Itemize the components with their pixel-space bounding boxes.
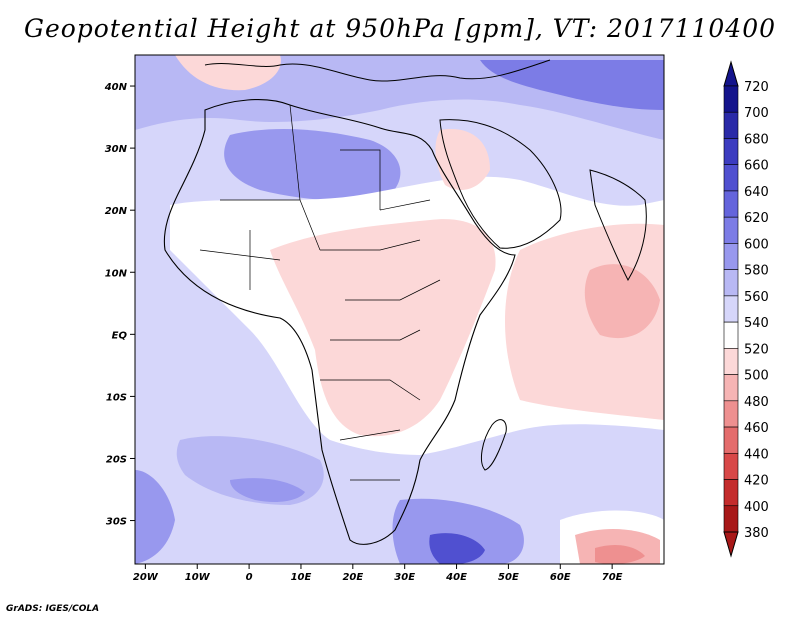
colorbar-swatch	[723, 426, 739, 454]
colorbar-label: 440	[744, 447, 769, 462]
colorbar-label: 420	[744, 474, 769, 489]
colorbar-swatch	[723, 321, 739, 349]
field-southwest-low	[135, 470, 175, 564]
colorbar-swatch	[723, 85, 739, 113]
india-coastline	[589, 169, 647, 282]
colorbar-label: 400	[744, 500, 769, 515]
x-tick-label: 70E	[602, 572, 623, 583]
colorbar-swatch	[723, 295, 739, 323]
colorbar-label: 500	[744, 369, 769, 384]
field-ne-low	[480, 60, 664, 110]
colorbar-swatch	[723, 243, 739, 270]
colorbar-bottom-arrow	[723, 531, 739, 558]
colorbar-label: 680	[744, 132, 769, 147]
colorbar-label: 720	[744, 80, 769, 95]
colorbar-label: 640	[744, 185, 769, 200]
x-tick-label: 40E	[445, 572, 467, 583]
x-tick-label: 60E	[550, 572, 571, 583]
y-tick-label: 10S	[106, 392, 127, 403]
colorbar-top-arrow	[723, 60, 739, 87]
y-tick-label: 30N	[105, 144, 128, 155]
x-tick-label: 10W	[185, 572, 211, 583]
colorbar-swatch	[723, 216, 739, 244]
credit-text: GrADS: IGES/COLA	[6, 604, 100, 614]
colorbar-swatch	[723, 138, 739, 166]
x-tick-label: 0	[246, 572, 253, 583]
field-south-atlantic-deep	[230, 478, 305, 503]
field-south-low	[392, 498, 524, 564]
x-tick-label: 20E	[342, 572, 363, 583]
colorbar-label: 600	[744, 237, 769, 252]
colorbar-label: 460	[744, 421, 769, 436]
y-tick-label: 10N	[105, 268, 128, 279]
colorbar-swatch	[723, 505, 739, 533]
colorbar-label: 380	[744, 526, 769, 541]
colorbar-label: 540	[744, 316, 769, 331]
y-tick-label: EQ	[112, 330, 128, 341]
colorbar-label: 520	[744, 342, 769, 357]
y-tick-label: 20S	[106, 454, 127, 465]
colorbar-swatch	[723, 111, 739, 139]
colorbar-label: 660	[744, 159, 769, 174]
map-axis-ticks: 20W 10W 0 10E 20E 30E 40E 50E 60E 70E 40N 30N 20N 10N…	[104, 82, 623, 583]
map-title: Geopotential Height at 950hPa [gpm], VT:…	[23, 14, 777, 43]
colorbar-swatch	[723, 190, 739, 218]
country-borders	[199, 104, 441, 481]
colorbar-swatch	[723, 348, 739, 375]
field-south-deep	[429, 533, 485, 564]
x-tick-label: 50E	[498, 572, 519, 583]
field-nw-high-pink	[175, 55, 281, 91]
field-indian-ocean-pink2	[584, 264, 660, 339]
africa-coastline	[163, 99, 516, 545]
map-frame	[134, 54, 665, 565]
map-panel: 20W 10W 0 10E 20E 30E 40E 50E 60E 70E 40N 30N 20N 10N…	[104, 54, 665, 583]
colorbar-swatch	[723, 479, 739, 507]
colorbar: 720 700 680 660 640 620 600 580 560 540 520 500 480 4…	[723, 60, 769, 558]
y-tick-label: 30S	[106, 517, 127, 528]
y-tick-label: 40N	[104, 82, 128, 93]
y-tick-label: 20N	[105, 206, 128, 217]
colorbar-label: 700	[744, 106, 769, 121]
field-sahara-low	[224, 128, 401, 201]
colorbar-swatch	[723, 400, 739, 428]
colorbar-swatch	[723, 269, 739, 297]
colorbar-swatch	[723, 374, 739, 402]
colorbar-label: 620	[744, 211, 769, 226]
x-tick-label: 30E	[394, 572, 415, 583]
colorbar-swatch	[723, 164, 739, 192]
field-northeast-pink	[435, 129, 490, 190]
madagascar-coastline	[481, 419, 507, 471]
colorbar-swatch	[723, 452, 739, 480]
colorbar-label: 560	[744, 290, 769, 305]
colorbar-label: 580	[744, 264, 769, 279]
field-southeast-red	[595, 544, 645, 564]
x-tick-label: 20W	[133, 572, 159, 583]
field-central-pink	[270, 219, 496, 437]
x-tick-label: 10E	[291, 572, 312, 583]
europe-coastline	[204, 59, 551, 82]
arabia-coastline	[439, 119, 562, 249]
colorbar-label: 480	[744, 395, 769, 410]
